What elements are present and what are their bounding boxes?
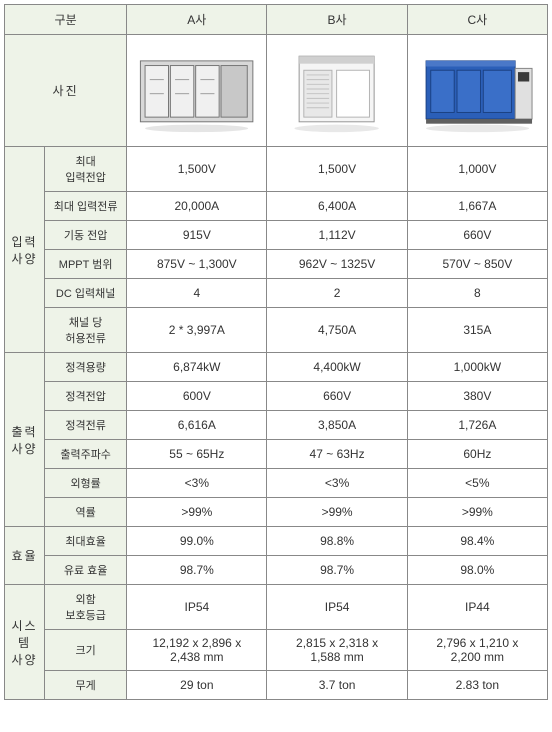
val-max-eff-a: 99.0% [127,527,267,556]
label-size: 크기 [45,630,127,671]
photo-a [127,35,267,147]
val-power-factor-c: >99% [407,498,547,527]
section-efficiency-label: 효율 [5,527,45,585]
label-mppt-range: MPPT 범위 [45,250,127,279]
val-output-freq-a: 55 ~ 65Hz [127,440,267,469]
val-start-voltage-a: 915V [127,221,267,250]
val-protection-a: IP54 [127,585,267,630]
label-dc-channels: DC 입력채널 [45,279,127,308]
label-rated-capacity: 정격용량 [45,353,127,382]
val-power-factor-b: >99% [267,498,407,527]
val-start-voltage-b: 1,112V [267,221,407,250]
val-euro-eff-a: 98.7% [127,556,267,585]
section-output-label: 출력사양 [5,353,45,527]
val-protection-c: IP44 [407,585,547,630]
label-rated-current: 정격전류 [45,411,127,440]
val-weight-a: 29 ton [127,671,267,700]
val-max-eff-b: 98.8% [267,527,407,556]
label-protection: 외함보호등급 [45,585,127,630]
val-per-channel-b: 4,750A [267,308,407,353]
val-mppt-range-b: 962V ~ 1325V [267,250,407,279]
val-max-current-c: 1,667A [407,192,547,221]
header-company-a: A사 [127,5,267,35]
val-mppt-range-c: 570V ~ 850V [407,250,547,279]
label-rated-voltage: 정격전압 [45,382,127,411]
val-size-a: 12,192 x 2,896 x2,438 mm [127,630,267,671]
val-max-current-a: 20,000A [127,192,267,221]
val-dc-channels-c: 8 [407,279,547,308]
val-output-freq-b: 47 ~ 63Hz [267,440,407,469]
photo-b [267,35,407,147]
val-rated-capacity-a: 6,874kW [127,353,267,382]
label-max-voltage: 최대입력전압 [45,147,127,192]
label-start-voltage: 기동 전압 [45,221,127,250]
comparison-table: 구분 A사 B사 C사 사진 [4,4,548,700]
val-thd-c: <5% [407,469,547,498]
val-per-channel-c: 315A [407,308,547,353]
val-dc-channels-a: 4 [127,279,267,308]
val-rated-voltage-c: 380V [407,382,547,411]
val-euro-eff-c: 98.0% [407,556,547,585]
val-weight-b: 3.7 ton [267,671,407,700]
val-weight-c: 2.83 ton [407,671,547,700]
header-company-b: B사 [267,5,407,35]
val-rated-voltage-b: 660V [267,382,407,411]
product-b-image [271,39,402,139]
val-power-factor-a: >99% [127,498,267,527]
section-system-label: 시스템사양 [5,585,45,700]
val-start-voltage-c: 660V [407,221,547,250]
val-euro-eff-b: 98.7% [267,556,407,585]
val-mppt-range-a: 875V ~ 1,300V [127,250,267,279]
label-max-eff: 최대효율 [45,527,127,556]
product-a-image [131,39,262,139]
val-size-c: 2,796 x 1,210 x2,200 mm [407,630,547,671]
label-thd: 외형률 [45,469,127,498]
label-max-current: 최대 입력전류 [45,192,127,221]
val-per-channel-a: 2 * 3,997A [127,308,267,353]
val-max-voltage-b: 1,500V [267,147,407,192]
val-rated-current-b: 3,850A [267,411,407,440]
val-protection-b: IP54 [267,585,407,630]
section-input-label: 입력사양 [5,147,45,353]
product-c-image [412,39,543,139]
label-per-channel: 채널 당허용전류 [45,308,127,353]
label-euro-eff: 유료 효율 [45,556,127,585]
val-dc-channels-b: 2 [267,279,407,308]
val-rated-capacity-c: 1,000kW [407,353,547,382]
header-company-c: C사 [407,5,547,35]
val-thd-a: <3% [127,469,267,498]
val-max-voltage-c: 1,000V [407,147,547,192]
val-rated-current-a: 6,616A [127,411,267,440]
val-max-eff-c: 98.4% [407,527,547,556]
val-size-b: 2,815 x 2,318 x1,588 mm [267,630,407,671]
val-max-voltage-a: 1,500V [127,147,267,192]
val-rated-current-c: 1,726A [407,411,547,440]
label-weight: 무게 [45,671,127,700]
photo-label: 사진 [5,35,127,147]
label-power-factor: 역률 [45,498,127,527]
val-output-freq-c: 60Hz [407,440,547,469]
val-thd-b: <3% [267,469,407,498]
photo-c [407,35,547,147]
label-output-freq: 출력주파수 [45,440,127,469]
val-rated-capacity-b: 4,400kW [267,353,407,382]
val-rated-voltage-a: 600V [127,382,267,411]
header-category: 구분 [5,5,127,35]
val-max-current-b: 6,400A [267,192,407,221]
